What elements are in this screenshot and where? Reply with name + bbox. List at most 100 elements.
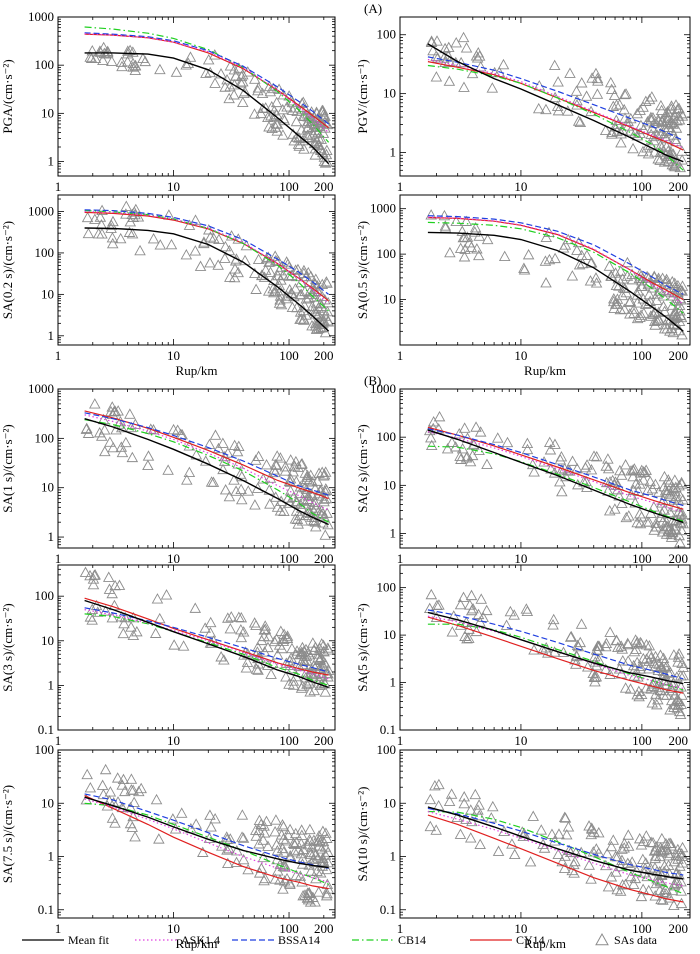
data-point — [673, 114, 686, 125]
data-point — [461, 633, 473, 644]
legend-label: BSSA14 — [278, 933, 320, 947]
data-point — [622, 840, 635, 851]
data-point — [241, 656, 254, 667]
data-point — [271, 844, 284, 856]
data-point — [665, 117, 677, 129]
data-point — [674, 309, 687, 321]
data-point — [664, 704, 676, 715]
data-point — [184, 51, 197, 62]
data-point — [666, 158, 679, 170]
data-point — [464, 455, 477, 467]
data-point — [558, 811, 571, 823]
data-point — [605, 83, 618, 94]
data-point — [473, 230, 486, 241]
data-point — [228, 271, 241, 283]
curve-cy — [84, 597, 329, 676]
data-point — [456, 225, 469, 236]
data-points — [423, 588, 690, 719]
data-point — [623, 510, 635, 521]
data-point — [492, 845, 505, 856]
data-point — [618, 842, 630, 853]
data-point — [627, 878, 640, 889]
data-point — [676, 850, 688, 862]
data-point — [122, 45, 134, 56]
data-point — [137, 52, 149, 64]
y-axis-label: SA(3 s)/(cm·s⁻²) — [0, 603, 15, 691]
y-axis-label: SA(0.2 s)/(cm·s⁻²) — [0, 221, 15, 319]
data-point — [455, 453, 467, 464]
data-point — [670, 295, 683, 306]
curve-bssa — [84, 412, 329, 496]
data-point — [106, 232, 119, 243]
data-point — [290, 455, 302, 467]
data-point — [128, 796, 140, 808]
data-point — [280, 292, 293, 304]
data-point — [239, 254, 251, 266]
curve-mean — [84, 52, 330, 165]
data-point — [277, 269, 289, 280]
x-tick-label: 10 — [167, 551, 180, 566]
data-point — [585, 873, 597, 884]
data-point — [205, 821, 217, 832]
data-point — [654, 649, 667, 660]
data-point — [540, 277, 552, 288]
data-point — [279, 835, 292, 846]
data-point — [126, 228, 139, 239]
data-point — [675, 885, 687, 896]
data-point — [301, 678, 313, 689]
x-tick-label: 100 — [632, 733, 652, 748]
data-point — [640, 830, 653, 841]
data-point — [664, 506, 676, 518]
data-point — [113, 579, 126, 590]
data-point — [89, 398, 101, 409]
data-point — [549, 252, 561, 264]
data-point — [318, 656, 330, 667]
data-point — [588, 671, 601, 682]
data-point — [656, 846, 668, 857]
data-point — [222, 857, 234, 868]
data-point — [469, 788, 482, 800]
data-point — [86, 45, 99, 56]
data-point — [121, 55, 134, 67]
data-point — [189, 214, 202, 225]
data-point — [142, 450, 155, 461]
data-point — [637, 883, 649, 894]
data-point — [312, 852, 324, 863]
data-point — [463, 632, 475, 643]
data-points — [425, 209, 689, 340]
data-point — [101, 45, 114, 56]
data-point — [677, 661, 689, 672]
data-point — [225, 611, 238, 622]
data-point — [271, 125, 284, 136]
data-point — [464, 832, 477, 843]
data-point — [321, 507, 333, 518]
data-point — [284, 823, 296, 835]
data-point — [630, 643, 642, 654]
data-point — [627, 142, 639, 154]
data-point — [307, 505, 320, 516]
x-tick-label: 1 — [397, 921, 404, 936]
data-point — [274, 874, 286, 885]
data-point — [498, 250, 511, 261]
data-point — [106, 237, 119, 249]
data-point — [94, 211, 107, 222]
data-point — [661, 111, 674, 122]
data-point — [316, 278, 329, 290]
data-point — [292, 518, 304, 529]
data-point — [581, 459, 593, 470]
data-point — [97, 41, 110, 53]
data-point — [95, 219, 108, 230]
data-point — [675, 107, 688, 119]
data-point — [283, 475, 296, 486]
data-point — [320, 276, 333, 287]
data-point — [588, 450, 600, 461]
curve-cy — [427, 616, 684, 694]
data-point — [628, 463, 641, 474]
data-point — [315, 484, 327, 495]
data-point — [290, 836, 303, 847]
data-point — [199, 455, 212, 466]
data-point — [635, 839, 648, 850]
data-point — [600, 460, 612, 471]
panel-sa02: 1 10 100 200 1 10 100 1000 SA(0.2 s)/(cm·s⁻²) Rup… — [0, 194, 336, 378]
data-point — [204, 231, 217, 242]
